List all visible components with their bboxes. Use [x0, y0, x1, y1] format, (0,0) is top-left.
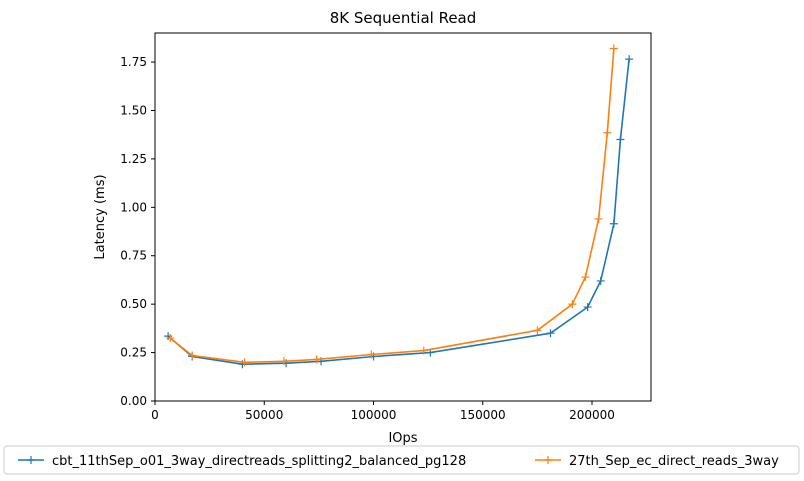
x-axis-label: IOps — [388, 431, 417, 446]
x-tick-label: 0 — [151, 408, 159, 422]
data-point — [616, 135, 625, 144]
legend-marker — [544, 456, 552, 464]
y-tick-label: 1.75 — [120, 55, 147, 69]
legend-frame — [3, 445, 800, 475]
data-point — [312, 355, 321, 364]
data-point — [533, 326, 542, 335]
y-tick-label: 0.75 — [120, 249, 147, 263]
data-point — [609, 219, 618, 228]
x-tick-label: 150000 — [460, 408, 506, 422]
data-point — [166, 334, 175, 343]
x-tick-label: 100000 — [351, 408, 397, 422]
data-point — [568, 300, 577, 309]
axes-frame — [154, 32, 652, 402]
legend-label: 27th_Sep_ec_direct_reads_3way — [569, 454, 779, 469]
x-tick-label: 50000 — [245, 408, 283, 422]
data-point — [419, 346, 428, 355]
y-axis-label: Latency (ms) — [93, 174, 108, 259]
data-point — [581, 273, 590, 282]
y-tick-label: 0.00 — [120, 394, 147, 408]
y-tick-label: 0.50 — [120, 297, 147, 311]
plot-area: 0 50000 100000 150000 200000 0.00 0.25 0.50 0.75… — [120, 32, 652, 422]
data-point — [279, 357, 288, 366]
series-line-1 — [167, 59, 630, 366]
y-tick-label: 1.50 — [120, 103, 147, 117]
y-tick-label: 0.25 — [120, 346, 147, 360]
data-point — [546, 329, 555, 338]
data-point — [625, 55, 634, 64]
data-point — [240, 358, 249, 367]
data-point — [596, 276, 605, 285]
legend-label: cbt_11thSep_o01_3way_directreads_splitti… — [52, 454, 466, 469]
legend: cbt_11thSep_o01_3way_directreads_splitti… — [3, 445, 800, 475]
series-line-2 — [169, 48, 615, 364]
data-point — [188, 351, 197, 360]
chart-title: 8K Sequential Read — [330, 9, 477, 27]
y-tick-label: 1.25 — [120, 152, 147, 166]
legend-marker — [27, 456, 35, 464]
data-point — [583, 303, 592, 312]
x-tick-label: 200000 — [569, 408, 615, 422]
data-point — [367, 350, 376, 359]
y-tick-label: 1.00 — [120, 200, 147, 214]
data-point — [609, 44, 618, 53]
data-point — [603, 128, 612, 137]
data-point — [594, 214, 603, 223]
